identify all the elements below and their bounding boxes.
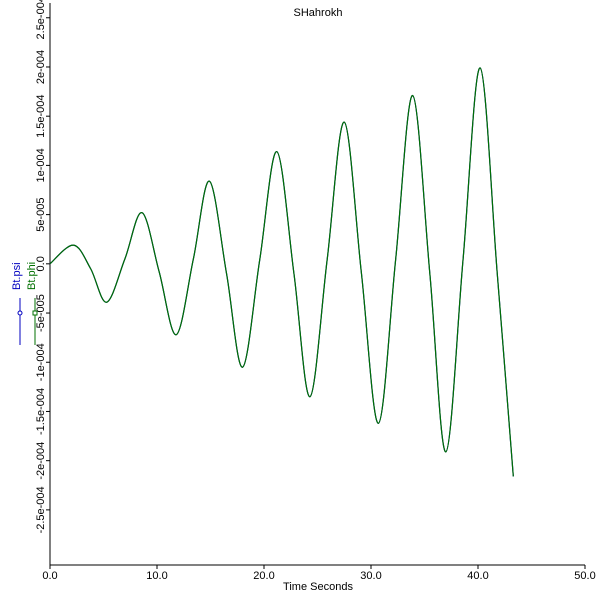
chart-title: SHahrokh — [294, 7, 343, 19]
y-tick-label: -2.5e-004 — [35, 486, 47, 533]
x-axis-label: Time Seconds — [283, 581, 353, 593]
legend-label: Bt.phi — [26, 262, 38, 290]
y-tick-label: 1e-004 — [35, 148, 47, 182]
legend-marker — [32, 310, 38, 316]
legend-label: Bt.psi — [11, 262, 23, 290]
series-line — [49, 67, 514, 477]
x-tick-label: 10.0 — [146, 570, 167, 582]
y-tick-label: -1e-004 — [35, 343, 47, 381]
x-tick-label: 50.0 — [574, 570, 595, 582]
y-tick-label: 0.0 — [35, 256, 47, 271]
y-tick-label: -2e-004 — [35, 442, 47, 480]
x-tick-label: 0.0 — [42, 570, 57, 582]
x-tick-label: 40.0 — [467, 570, 488, 582]
x-tick-label: 30.0 — [360, 570, 381, 582]
y-tick-label: 5e-005 — [35, 197, 47, 231]
legend-marker — [17, 310, 23, 316]
y-tick-label: -1.5e-004 — [35, 388, 47, 435]
y-tick-label: 2.5e-004 — [35, 0, 47, 39]
y-tick-label: -5e-005 — [35, 294, 47, 332]
y-tick-label: 1.5e-004 — [35, 94, 47, 137]
y-tick-label: 2e-004 — [35, 50, 47, 84]
x-tick-label: 20.0 — [253, 570, 274, 582]
